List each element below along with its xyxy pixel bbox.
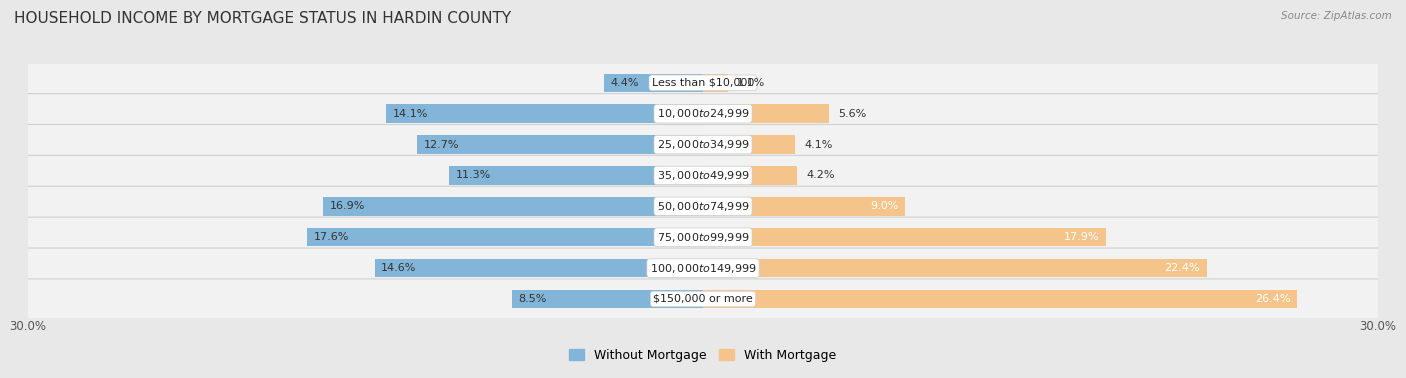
Bar [418, 135, 703, 154]
Text: 8.5%: 8.5% [519, 294, 547, 304]
Text: 17.9%: 17.9% [1063, 232, 1099, 242]
Bar [385, 104, 703, 123]
Bar [703, 135, 796, 154]
Text: Less than $10,000: Less than $10,000 [652, 78, 754, 88]
Text: 9.0%: 9.0% [870, 201, 898, 211]
Text: $25,000 to $34,999: $25,000 to $34,999 [657, 138, 749, 151]
FancyBboxPatch shape [14, 186, 1392, 226]
Text: Source: ZipAtlas.com: Source: ZipAtlas.com [1281, 11, 1392, 21]
FancyBboxPatch shape [14, 279, 1392, 319]
Text: $150,000 or more: $150,000 or more [654, 294, 752, 304]
FancyBboxPatch shape [14, 63, 1392, 103]
Bar [703, 228, 1105, 246]
Bar [323, 197, 703, 215]
Text: 5.6%: 5.6% [838, 109, 866, 119]
Text: 16.9%: 16.9% [329, 201, 366, 211]
Legend: Without Mortgage, With Mortgage: Without Mortgage, With Mortgage [564, 344, 842, 367]
Text: 14.1%: 14.1% [392, 109, 427, 119]
Text: $50,000 to $74,999: $50,000 to $74,999 [657, 200, 749, 213]
FancyBboxPatch shape [14, 124, 1392, 165]
Bar [703, 74, 728, 92]
FancyBboxPatch shape [14, 155, 1392, 195]
Text: 26.4%: 26.4% [1254, 294, 1291, 304]
FancyBboxPatch shape [14, 217, 1392, 257]
Bar [703, 259, 1206, 277]
Text: 1.1%: 1.1% [737, 78, 765, 88]
Bar [512, 290, 703, 308]
Text: HOUSEHOLD INCOME BY MORTGAGE STATUS IN HARDIN COUNTY: HOUSEHOLD INCOME BY MORTGAGE STATUS IN H… [14, 11, 512, 26]
Bar [449, 166, 703, 185]
Bar [703, 290, 1296, 308]
Text: 11.3%: 11.3% [456, 170, 491, 180]
Bar [307, 228, 703, 246]
Text: $100,000 to $149,999: $100,000 to $149,999 [650, 262, 756, 274]
Text: 14.6%: 14.6% [381, 263, 416, 273]
Text: 12.7%: 12.7% [425, 139, 460, 150]
Text: 4.2%: 4.2% [807, 170, 835, 180]
Bar [703, 166, 797, 185]
Text: 4.1%: 4.1% [804, 139, 832, 150]
Bar [605, 74, 703, 92]
Text: 17.6%: 17.6% [314, 232, 349, 242]
Bar [703, 197, 905, 215]
Text: $75,000 to $99,999: $75,000 to $99,999 [657, 231, 749, 244]
Text: $35,000 to $49,999: $35,000 to $49,999 [657, 169, 749, 182]
Text: 4.4%: 4.4% [610, 78, 640, 88]
Text: 22.4%: 22.4% [1164, 263, 1201, 273]
FancyBboxPatch shape [14, 94, 1392, 134]
Bar [703, 104, 830, 123]
Bar [374, 259, 703, 277]
FancyBboxPatch shape [14, 248, 1392, 288]
Text: $10,000 to $24,999: $10,000 to $24,999 [657, 107, 749, 120]
